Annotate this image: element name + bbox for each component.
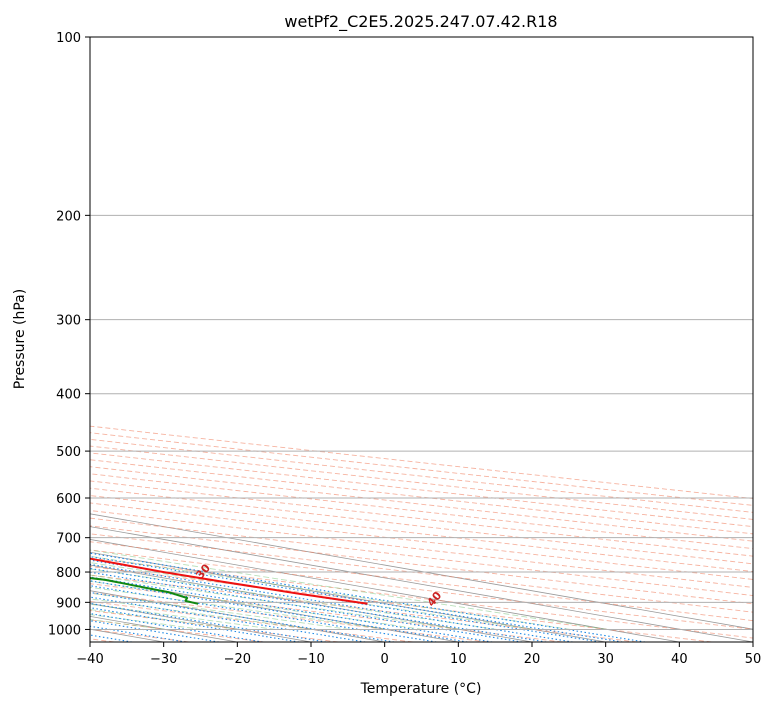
dry-adiabat-line <box>90 432 753 506</box>
y-axis-title: Pressure (hPa) <box>12 289 28 389</box>
mixing-ratio-line <box>90 552 646 642</box>
y-tick-label: 1000 <box>48 623 81 638</box>
y-tick-label: 800 <box>56 566 81 581</box>
pressure-gridlines <box>90 37 753 630</box>
moist-adiabat-line <box>90 586 387 630</box>
x-tick-label: −20 <box>224 652 251 667</box>
moist-adiabat-line <box>90 549 608 630</box>
dry-adiabat-line <box>90 425 753 499</box>
dry-adiabat-line <box>90 459 753 535</box>
dry-adiabat-line <box>90 574 638 642</box>
y-tick-label: 300 <box>56 314 81 329</box>
dry-adiabat-line <box>90 445 753 520</box>
y-tick-label: 200 <box>56 209 81 224</box>
x-tick-label: 0 <box>381 652 389 667</box>
dry-adiabat-line <box>90 557 753 639</box>
dry-adiabat-line <box>90 592 488 642</box>
y-tick-label: 900 <box>56 596 81 611</box>
x-tick-label: 10 <box>450 652 467 667</box>
mixing-ratio-line <box>90 559 600 642</box>
mixing-ratio-line <box>90 613 263 642</box>
chart-title: wetPf2_C2E5.2025.247.07.42.R18 <box>284 12 557 32</box>
y-tick-label: 700 <box>56 532 81 547</box>
background-lines <box>90 425 753 642</box>
plot-frame <box>89 36 754 643</box>
y-axis: 100 200 300 400 500 600 700 800 900 1000 <box>48 31 90 638</box>
mixing-ratio-line <box>90 607 300 642</box>
mixing-ratio-line <box>90 563 573 642</box>
dry-adiabat-line <box>90 541 753 622</box>
moist-adiabat-line <box>90 568 497 630</box>
x-tick-label: −40 <box>76 652 103 667</box>
x-tick-label: 50 <box>745 652 762 667</box>
x-tick-label: 30 <box>597 652 614 667</box>
x-axis: −40 −30 −20 −10 0 10 20 30 40 50 <box>76 642 761 667</box>
dry-adiabat-line <box>90 533 753 613</box>
mixing-ratio-line <box>90 556 623 642</box>
x-tick-label: 20 <box>524 652 541 667</box>
isotherm-line <box>90 539 680 642</box>
dry-adiabat-line <box>90 583 563 642</box>
isotherm-line <box>90 526 753 642</box>
y-tick-label: 500 <box>56 445 81 460</box>
y-tick-label: 600 <box>56 492 81 507</box>
y-tick-label: 100 <box>56 31 81 46</box>
x-tick-label: 40 <box>671 652 688 667</box>
dry-adiabat-line <box>90 473 753 550</box>
y-tick-label: 400 <box>56 388 81 403</box>
moist-adiabat-line <box>90 580 424 630</box>
plot-background <box>90 37 753 642</box>
x-tick-label: −30 <box>150 652 177 667</box>
dry-adiabat-line <box>90 438 753 513</box>
x-tick-label: −10 <box>297 652 324 667</box>
x-axis-title: Temperature (°C) <box>360 681 482 697</box>
isotherm-line <box>90 513 753 630</box>
